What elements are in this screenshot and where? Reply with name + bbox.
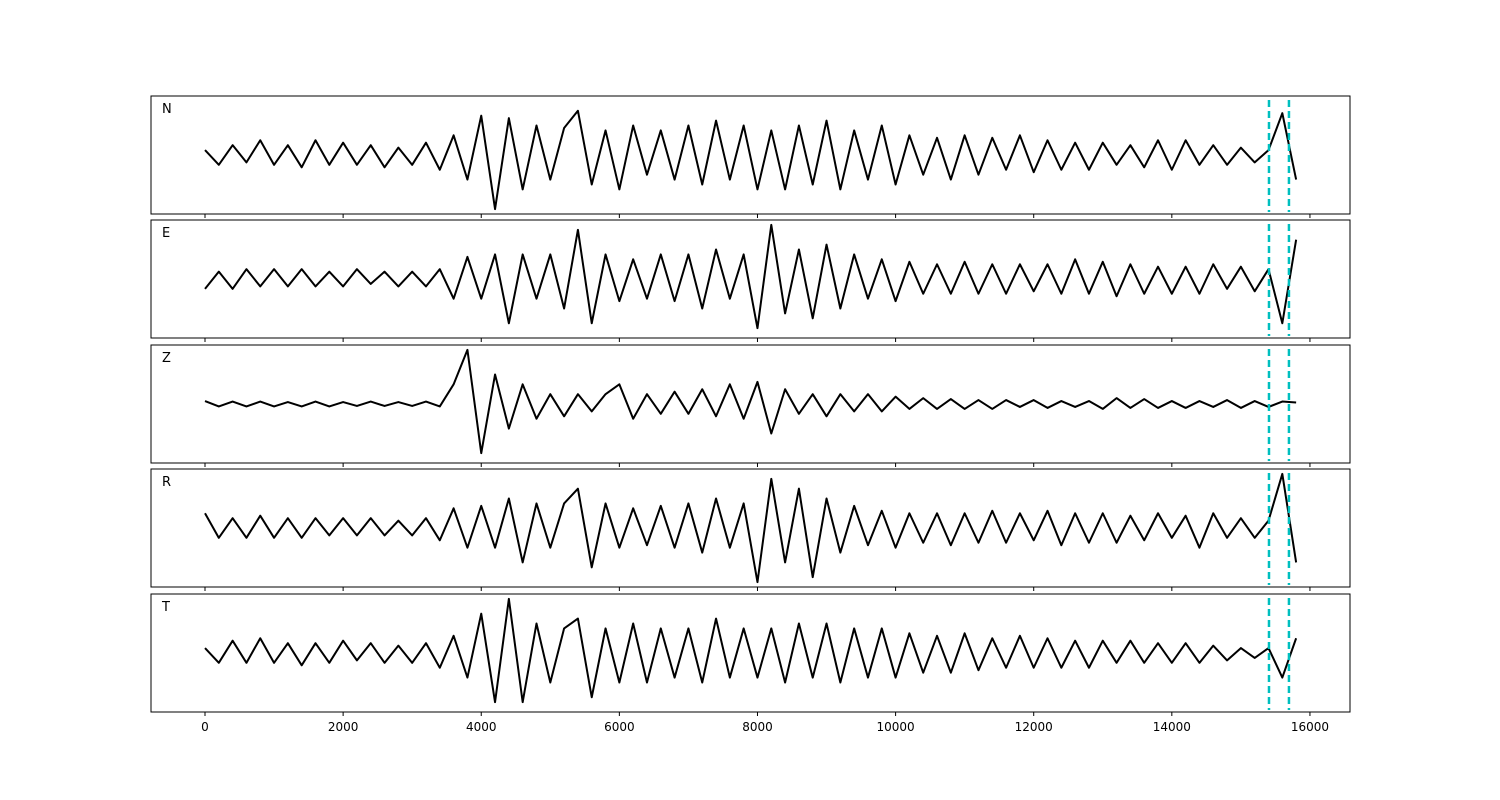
- waveform: [204, 109, 1298, 211]
- x-tick-label: 10000: [876, 720, 914, 734]
- panel-label: R: [162, 475, 171, 490]
- panel-label: Z: [162, 351, 171, 366]
- x-tick-label: 12000: [1015, 720, 1053, 734]
- waveform: [204, 223, 1298, 330]
- x-tick-label: 16000: [1291, 720, 1329, 734]
- panel-frame: [150, 95, 1351, 215]
- waveform: [204, 597, 1298, 704]
- panel-label: E: [162, 226, 170, 241]
- panel-label: N: [162, 102, 172, 117]
- panel-frame: [150, 219, 1351, 339]
- panel-frame: [150, 344, 1351, 464]
- waveform: [204, 472, 1298, 584]
- x-tick-label: 0: [201, 720, 209, 734]
- x-tick-label: 6000: [604, 720, 635, 734]
- panel-frame: [150, 468, 1351, 588]
- panel-label: T: [161, 600, 170, 615]
- panel-frame: [150, 593, 1351, 713]
- x-tick-label: 8000: [742, 720, 773, 734]
- x-tick-label: 14000: [1153, 720, 1191, 734]
- x-tick-label: 2000: [328, 720, 359, 734]
- x-tick-label: 4000: [466, 720, 497, 734]
- waveform: [204, 348, 1297, 455]
